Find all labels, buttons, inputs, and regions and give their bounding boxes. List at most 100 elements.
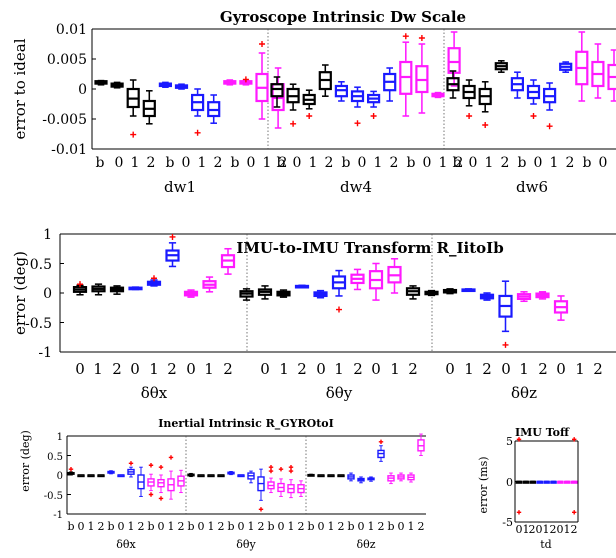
panel2-box <box>204 277 216 292</box>
panel3-xtick-label: 2 <box>338 520 345 533</box>
panel3-xtick-label: b <box>307 520 314 533</box>
panel4-xtick-label: 0 <box>536 523 543 536</box>
panel3-xtick-label: 1 <box>288 520 295 533</box>
panel3-box <box>398 473 404 481</box>
panel3-box <box>308 474 314 476</box>
box-outlier <box>170 234 176 240</box>
panel1-xtick-label: 2 <box>501 155 510 171</box>
panel3-ytick-label: -0.5 <box>44 491 63 502</box>
panel2-xtick-label: 1 <box>279 360 289 378</box>
panel4-xtick-label: 0 <box>516 523 523 536</box>
panel-inertial-intrinsic: Inertial Intrinsic R_GYROtoI error (deg)… <box>19 417 425 551</box>
panel1-ylabel: error to ideal <box>11 38 29 139</box>
panel3-box <box>98 475 104 477</box>
panel2-box <box>241 289 253 300</box>
box-outlier <box>419 35 425 41</box>
panel3-xtick-label: 1 <box>88 520 95 533</box>
panel1-ytick-label: -0.005 <box>42 112 87 128</box>
panel2-box <box>463 289 475 291</box>
panel2-xtick-label: 2 <box>167 360 177 378</box>
panel4-box <box>558 482 563 484</box>
panel3-ytick-label: -1 <box>53 510 63 521</box>
box-outlier <box>129 461 133 465</box>
panel2-ytick-label: 1 <box>43 227 52 243</box>
panel2-xtick-label: 2 <box>112 360 122 378</box>
panel1-box <box>609 50 616 101</box>
panel3-xtick-label: 0 <box>238 520 245 533</box>
panel1-xtick-label: b <box>518 155 527 171</box>
panel2-xtick-label: 0 <box>75 360 85 378</box>
panel3-box <box>318 475 324 477</box>
panel1-box <box>224 80 235 85</box>
panel3-box <box>328 475 334 477</box>
box-outlier <box>289 465 293 469</box>
panel4-ytick-label: 5 <box>506 435 513 448</box>
panel1-xtick-label: b <box>583 155 592 171</box>
panel3-plot <box>67 434 426 514</box>
panel3-box <box>418 434 424 455</box>
panel2-xtick-label: 0 <box>186 360 196 378</box>
panel-imu-toff: IMU Toff error (ms) 5 0 -5 0 1 2 0 1 2 0… <box>477 426 578 551</box>
panel3-ylabel: error (deg) <box>19 430 32 492</box>
panel4-box <box>537 482 542 484</box>
panel2-title: IMU-to-IMU Transform R_IitoIb <box>236 239 503 257</box>
panel2-box <box>74 281 86 295</box>
panel1-xtick-label: 0 <box>534 155 543 171</box>
panel3-xtick-label: 1 <box>328 520 335 533</box>
panel1-xtick-label: 2 <box>147 155 156 171</box>
panel1-box <box>528 80 539 119</box>
panel3-box <box>288 465 294 498</box>
panel2-ytick-label: -0.5 <box>25 316 52 332</box>
panel2-group-label: δθz <box>511 384 537 402</box>
panel2-box <box>444 289 456 294</box>
panel2-box <box>555 296 567 320</box>
panel1-group-label: dw6 <box>516 178 548 196</box>
panel3-xtick-label: 0 <box>198 520 205 533</box>
panel3-box <box>158 465 164 501</box>
panel1-box <box>480 82 491 128</box>
panel2-box <box>500 281 512 348</box>
panel3-title: Inertial Intrinsic R_GYROtoI <box>158 417 334 431</box>
box-outlier <box>336 307 342 313</box>
panel2-box <box>407 286 419 299</box>
panel1-box <box>400 33 411 116</box>
box-outlier <box>403 33 409 39</box>
panel2-xtick-label: 1 <box>334 360 344 378</box>
panel1-box <box>192 89 203 136</box>
panel1-box <box>368 91 379 119</box>
panel1-ytick-label: 0 <box>78 82 87 98</box>
panel1-xtick-label: b <box>231 155 240 171</box>
panel1-xtick-label: 0 <box>358 155 367 171</box>
panel3-xtick-label: b <box>347 520 354 533</box>
panel1-xtick-label: 1 <box>131 155 140 171</box>
panel2-box <box>111 286 123 294</box>
panel3-box <box>338 475 344 477</box>
panel4-plot <box>515 437 578 522</box>
panel2-xtick-label: 2 <box>297 360 307 378</box>
box-outlier <box>306 113 312 119</box>
panel2-box <box>426 291 438 296</box>
panel2-xtick-label: 2 <box>538 360 548 378</box>
panel4-xtick-label: 2 <box>571 523 578 536</box>
panel1-box <box>208 95 219 123</box>
panel1-xtick-label: 0 <box>293 155 302 171</box>
panel1-box <box>304 90 315 119</box>
panel2-xtick-label: 1 <box>575 360 585 378</box>
panel2-xtick-label: 2 <box>482 360 492 378</box>
panel1-box <box>576 32 587 101</box>
panel1-box <box>512 72 523 98</box>
panel2-box <box>537 292 549 299</box>
panel2-box <box>518 292 530 301</box>
box-outlier <box>269 465 273 469</box>
panel1-xtick-label: 1 <box>309 155 318 171</box>
panel2-xtick-label: 1 <box>149 360 159 378</box>
panel3-xtick-label: 0 <box>278 520 285 533</box>
panel3-box <box>268 465 274 493</box>
panel3-xtick-label: 1 <box>128 520 135 533</box>
panel3-xtick-label: 1 <box>208 520 215 533</box>
panel3-box <box>298 481 304 497</box>
panel3-xtick-label: b <box>147 520 154 533</box>
panel3-xtick-label: 1 <box>368 520 375 533</box>
box-outlier <box>503 342 509 348</box>
